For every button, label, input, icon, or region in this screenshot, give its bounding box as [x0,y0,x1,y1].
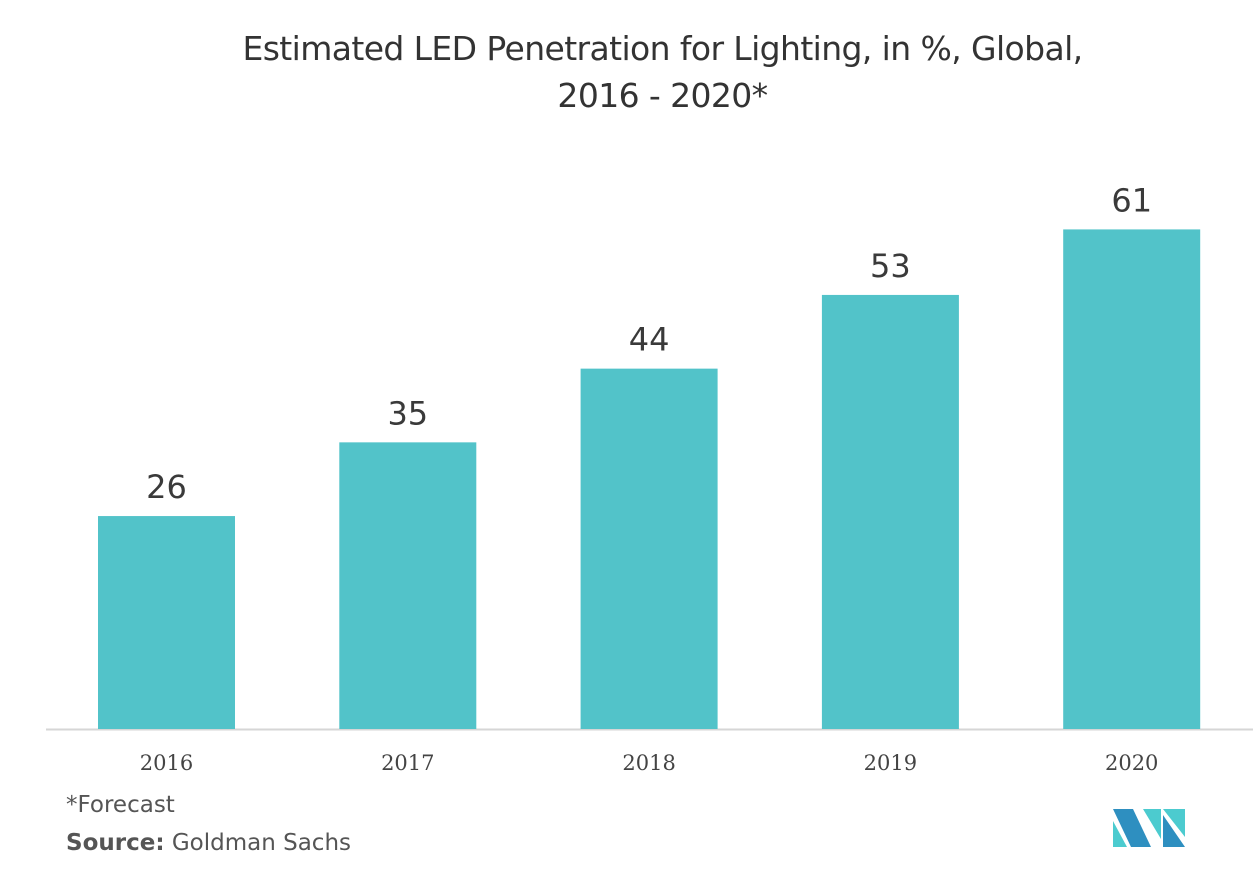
mordor-intelligence-logo-icon [1113,809,1185,847]
source-text: Goldman Sachs [164,830,351,856]
chart-title-line-1: Estimated LED Penetration for Lighting, … [242,29,1083,68]
source-note: Source: Goldman Sachs [66,830,351,856]
bar-2017 [339,442,477,729]
logo-shape-5 [1163,815,1185,847]
x-tick-label-2016: 2016 [140,751,193,775]
bar-chart: 26 2016 35 2017 44 2018 53 2019 61 2020 [46,181,1253,775]
bar-2016 [98,516,235,729]
data-label-2019: 53 [870,247,911,285]
forecast-footnote: *Forecast [66,792,175,818]
data-label-2017: 35 [387,394,428,432]
logo-shape-2 [1113,821,1127,847]
data-label-2018: 44 [629,321,670,359]
logo-shape-3 [1143,809,1161,839]
x-tick-label-2017: 2017 [381,751,434,775]
logo-shape-1 [1113,809,1151,847]
x-tick-label-2020: 2020 [1105,751,1158,775]
data-label-2020: 61 [1111,181,1152,219]
source-label: Source: [66,830,165,856]
bar-2018 [580,368,718,729]
x-tick-label-2018: 2018 [622,751,675,775]
data-label-2016: 26 [146,468,187,506]
chart-title: Estimated LED Penetration for Lighting, … [0,25,1253,119]
bar-2019 [821,294,959,729]
chart-title-line-2: 2016 - 2020* [557,76,768,115]
logo-shape-4 [1163,809,1185,837]
bar-2020 [1063,229,1201,729]
x-tick-label-2019: 2019 [864,751,917,775]
